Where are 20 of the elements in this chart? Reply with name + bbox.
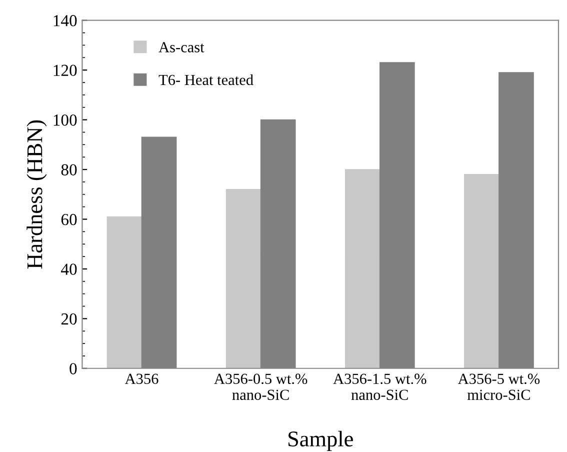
bar (226, 188, 262, 368)
bar (106, 216, 142, 368)
y-tick-label: 100 (54, 114, 77, 126)
legend-label: T6- Heat teated (158, 74, 254, 86)
x-tick-label: A356-1.5 wt.% nano-SiC (333, 374, 426, 400)
y-tick-label: 140 (54, 15, 77, 26)
x-tick-label: A356-0.5 wt.% nano-SiC (214, 374, 308, 400)
y-tick-label: 60 (61, 214, 77, 226)
y-tick-label: 0 (70, 363, 77, 374)
x-tick-label: A356-5 wt.% micro-SiC (458, 374, 540, 400)
x-axis-title: Sample (288, 430, 353, 451)
y-tick-label: 20 (61, 313, 77, 325)
bar (464, 174, 500, 368)
y-tick-label: 80 (61, 164, 77, 176)
y-tick-label: 40 (61, 264, 77, 275)
y-axis-title: Hardness (HBN) (26, 120, 47, 269)
y-tick-label: 120 (54, 64, 77, 76)
bar (344, 169, 380, 368)
legend-label: As-cast (158, 42, 204, 52)
x-tick-label: A356 (124, 374, 158, 384)
